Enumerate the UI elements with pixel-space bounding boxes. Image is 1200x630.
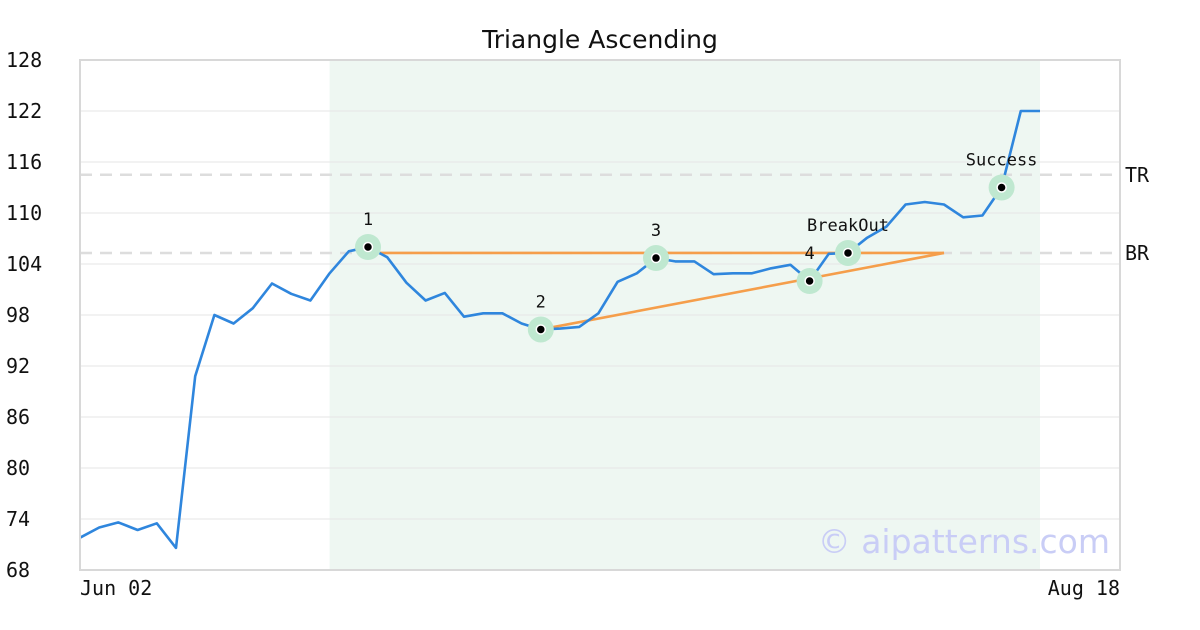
y-tick-label: 86 xyxy=(6,405,30,429)
marker-dot xyxy=(996,182,1007,193)
y-tick-label: 116 xyxy=(6,150,42,174)
chart-title: Triangle Ascending xyxy=(481,25,718,54)
watermark: © aipatterns.com xyxy=(818,522,1110,561)
point-label: Success xyxy=(966,151,1038,171)
marker-dot xyxy=(650,252,662,264)
y-tick-label: 110 xyxy=(6,201,42,225)
point-label: 1 xyxy=(363,210,373,230)
y-tick-label: 92 xyxy=(6,354,30,378)
pattern-point-success: Success xyxy=(966,151,1038,201)
y-tick-label: 80 xyxy=(6,456,30,480)
pattern-point-4: 4 xyxy=(796,244,823,294)
y-axis: 68 74 80 86 92 98 104 110 116 122 128 xyxy=(6,48,42,582)
x-tick-label: Jun 02 xyxy=(80,576,152,600)
pattern-point-breakout: BreakOut xyxy=(807,216,889,266)
point-label: 3 xyxy=(651,221,661,241)
pattern-points: 1 2 3 4 BreakOut Success xyxy=(355,151,1037,343)
y-tick-label: 74 xyxy=(6,507,30,531)
marker-dot xyxy=(362,241,374,253)
pattern-point-3: 3 xyxy=(643,221,669,272)
level-label-br: BR xyxy=(1125,241,1150,265)
level-label-tr: TR xyxy=(1125,163,1150,187)
support-line xyxy=(540,251,945,331)
price-line xyxy=(79,109,1040,550)
marker-dot xyxy=(842,247,854,259)
y-tick-label: 122 xyxy=(6,99,42,123)
pattern-point-2: 2 xyxy=(527,292,554,343)
y-tick-label: 104 xyxy=(6,252,42,276)
plot-frame xyxy=(79,59,1121,571)
pattern-point-1: 1 xyxy=(355,210,381,260)
marker-dot xyxy=(804,275,815,287)
y-tick-label: 128 xyxy=(6,48,42,72)
grid xyxy=(80,110,1120,520)
point-label: 2 xyxy=(536,292,546,312)
point-label: 4 xyxy=(804,244,814,264)
x-tick-label: Aug 18 xyxy=(1048,576,1120,600)
x-axis: Jun 02 Aug 18 xyxy=(80,576,1120,600)
marker-dot xyxy=(535,324,547,335)
point-label: BreakOut xyxy=(807,216,889,236)
y-tick-label: 98 xyxy=(6,303,30,327)
y-tick-label: 68 xyxy=(6,558,30,582)
